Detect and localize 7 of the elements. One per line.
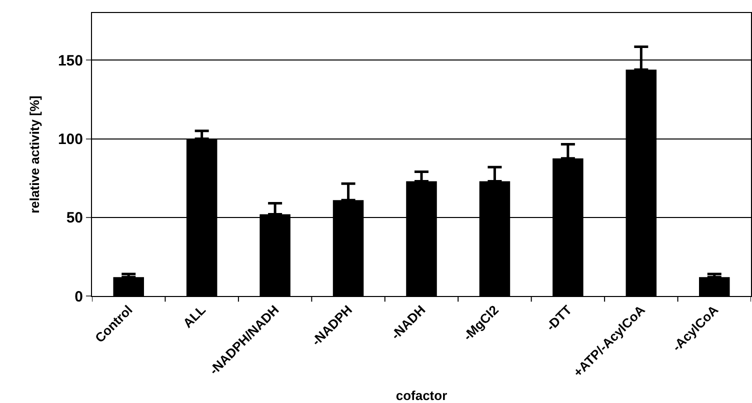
y-tick-label: 100 [58,131,83,148]
x-axis-title: cofactor [396,388,448,403]
x-tick-label: ALL [180,302,209,331]
y-tick-label: 150 [58,52,83,70]
y-tick-label: 0 [74,288,83,306]
y-axis-title: relative activity [%] [26,96,42,214]
y-tick-label: 50 [66,210,83,227]
